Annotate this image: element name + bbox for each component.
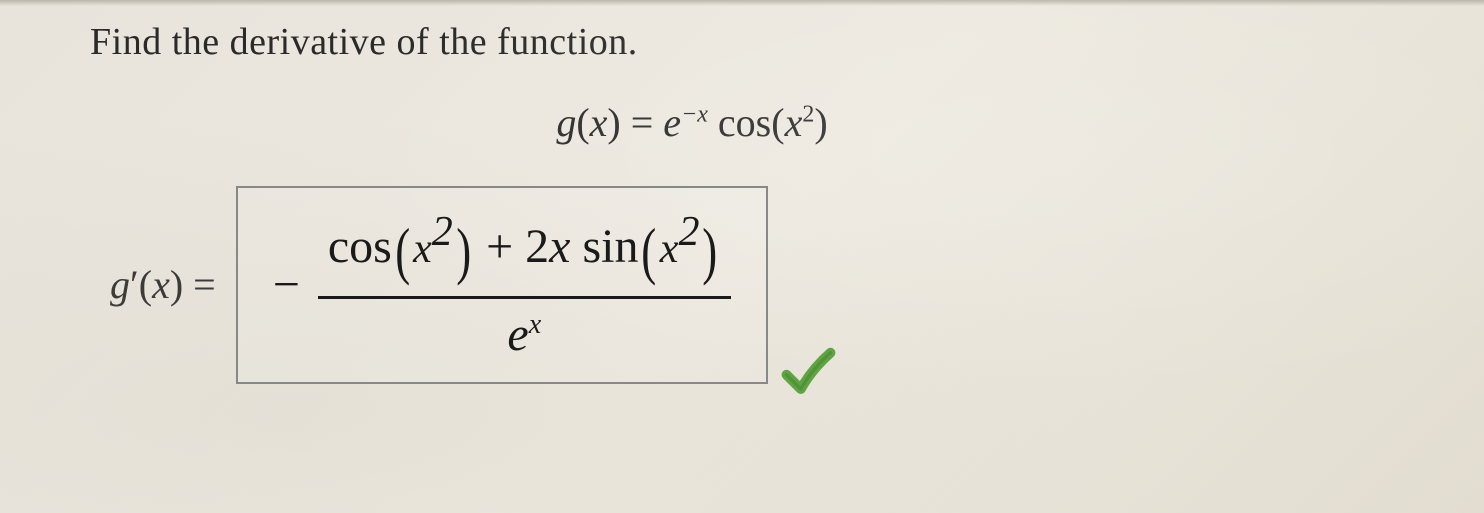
function-definition: g(x) = e−x cos(x2) — [0, 99, 1394, 146]
cos-close: ) — [814, 100, 827, 145]
equals-sign: = — [631, 100, 664, 145]
gprime-arg: x — [152, 262, 170, 307]
num-plus: + — [486, 220, 525, 273]
num-cos: cos — [328, 220, 392, 273]
func-g: g — [556, 100, 576, 145]
minus-sign: − — [273, 257, 300, 312]
cos-func: cos — [718, 100, 771, 145]
numerator: cos(x2) + 2x sin(x2) — [318, 208, 731, 299]
cos-open: ( — [771, 100, 784, 145]
num-cos-exp: 2 — [432, 209, 453, 255]
num-sin-exp: 2 — [678, 209, 699, 255]
cos-exp: 2 — [802, 102, 814, 128]
answer-row: g′(x) = − cos(x2) + 2x sin(x2) ex — [110, 186, 1394, 384]
top-shadow-border — [0, 0, 1484, 6]
gprime-close: ) — [170, 262, 183, 307]
e-base: e — [663, 100, 681, 145]
fraction: cos(x2) + 2x sin(x2) ex — [318, 208, 731, 362]
num-sin-close: ) — [703, 214, 718, 288]
denom-exp: x — [529, 309, 541, 340]
question-prompt: Find the derivative of the function. — [90, 20, 1394, 64]
num-coeff: 2 — [525, 220, 549, 273]
open-paren: ( — [576, 100, 589, 145]
num-sin: sin — [582, 220, 638, 273]
plus-text: + — [486, 220, 513, 273]
close-paren: ) — [607, 100, 620, 145]
num-sin-open: ( — [642, 214, 657, 288]
correct-checkmark-icon — [781, 347, 836, 397]
num-cos-var: x — [413, 226, 432, 272]
gprime-g: g — [110, 262, 130, 307]
gprime-equals: = — [193, 262, 216, 307]
answer-box: − cos(x2) + 2x sin(x2) ex — [236, 186, 768, 384]
denominator: ex — [507, 299, 541, 362]
denom-e: e — [507, 308, 528, 361]
num-sin-var: x — [660, 226, 679, 272]
num-coeff-var: x — [549, 220, 570, 273]
num-cos-close: ) — [456, 214, 471, 288]
derivative-label: g′(x) = — [110, 261, 216, 308]
gprime-prime: ′ — [130, 262, 139, 307]
num-cos-open: ( — [395, 214, 410, 288]
gprime-open: ( — [139, 262, 152, 307]
e-exponent: −x — [681, 102, 708, 128]
cos-var: x — [785, 100, 803, 145]
func-arg: x — [590, 100, 608, 145]
